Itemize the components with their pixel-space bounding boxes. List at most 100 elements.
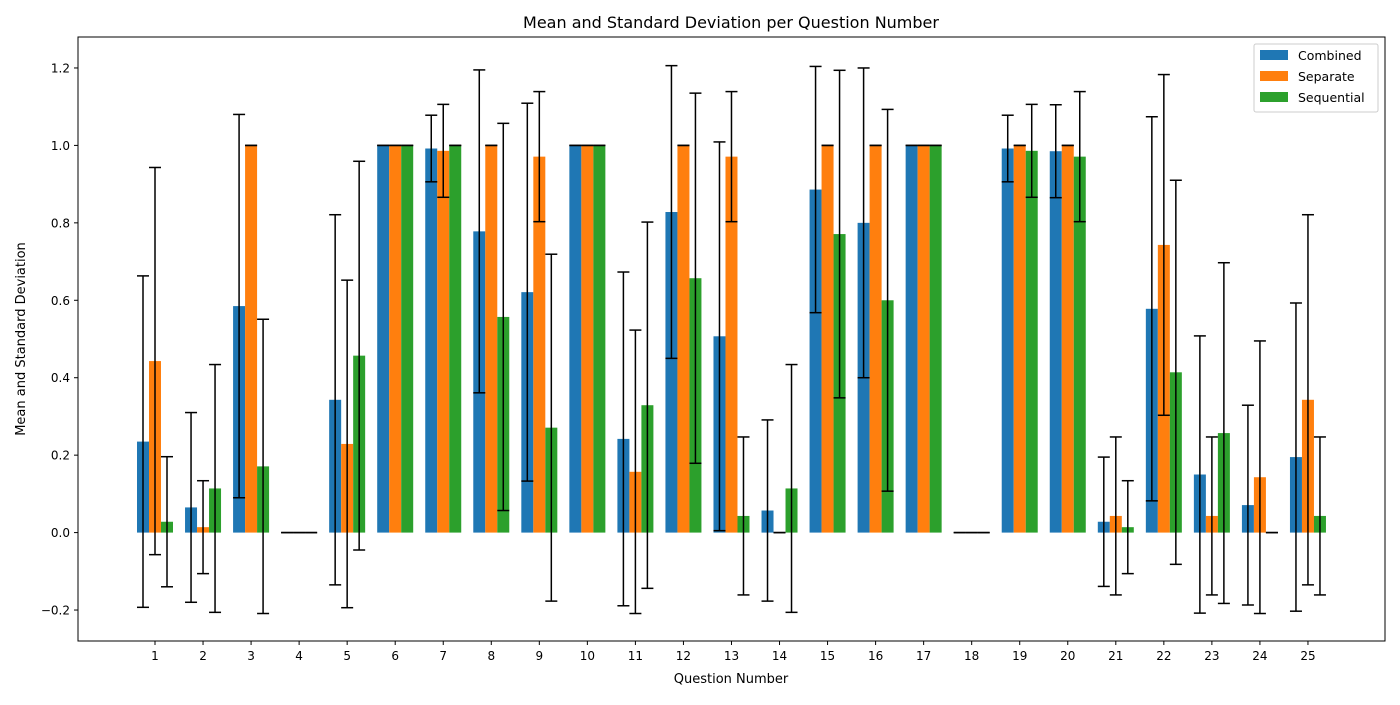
x-tick-label: 19 xyxy=(1012,649,1027,663)
y-tick-label: 0.0 xyxy=(51,526,70,540)
error-bar-sequential-q22 xyxy=(1169,179,1182,566)
y-tick-label: 0.8 xyxy=(51,216,70,230)
error-bar-combined-q8 xyxy=(473,69,486,394)
y-tick-label: 0.2 xyxy=(51,449,70,463)
x-axis-label: Question Number xyxy=(674,672,789,687)
error-bar-sequential-q20 xyxy=(1073,90,1086,223)
bar-combined-q7 xyxy=(425,148,438,533)
x-tick-label: 9 xyxy=(535,649,543,663)
error-bar-sequential-q21 xyxy=(1121,479,1134,575)
y-tick-label: 0.6 xyxy=(51,294,70,308)
x-tick-label: 24 xyxy=(1252,649,1267,663)
error-bar-combined-q22 xyxy=(1145,116,1158,502)
error-bar-combined-q2 xyxy=(185,411,198,604)
chart-title: Mean and Standard Deviation per Question… xyxy=(523,13,939,32)
plot-area: −0.20.00.20.40.60.81.01.21 2 3 4 5 6 7 8 9 10 11 12… xyxy=(41,36,1386,663)
error-bar-separate-q25 xyxy=(1301,213,1314,586)
bar-separate-q7 xyxy=(437,150,450,533)
error-bar-combined-q11 xyxy=(617,271,630,607)
bar-separate-q17 xyxy=(917,145,930,533)
x-tick-label: 10 xyxy=(580,649,595,663)
error-bar-sequential-q1 xyxy=(161,455,173,588)
bar-separate-q16 xyxy=(869,145,882,533)
error-bar-combined-q19 xyxy=(1001,114,1014,183)
error-bar-sequential-q12 xyxy=(689,92,702,465)
bar-combined-q20 xyxy=(1049,151,1062,533)
error-bar-combined-q7 xyxy=(425,114,438,183)
error-bar-combined-q5 xyxy=(329,213,342,586)
error-bar-combined-q13 xyxy=(713,141,726,532)
error-bar-combined-q3 xyxy=(233,113,246,499)
error-bar-combined-q1 xyxy=(137,275,149,609)
bar-combined-q17 xyxy=(905,145,918,533)
x-tick-label: 13 xyxy=(724,649,739,663)
x-tick-label: 8 xyxy=(487,649,495,663)
y-tick-label: 1.0 xyxy=(51,139,70,153)
x-tick-label: 23 xyxy=(1204,649,1219,663)
bar-separate-q20 xyxy=(1061,145,1074,533)
x-tick-label: 21 xyxy=(1108,649,1123,663)
legend-item-separate: Separate xyxy=(1260,69,1355,84)
x-tick-label: 12 xyxy=(676,649,691,663)
error-bar-sequential-q9 xyxy=(545,253,558,602)
x-tick-label: 11 xyxy=(628,649,643,663)
x-tick-label: 16 xyxy=(868,649,883,663)
x-tick-label: 2 xyxy=(199,649,207,663)
x-tick-label: 20 xyxy=(1060,649,1075,663)
x-tick-label: 7 xyxy=(439,649,447,663)
bar-separate-q10 xyxy=(581,145,594,533)
error-bar-separate-q9 xyxy=(533,90,546,223)
bar-combined-q15 xyxy=(809,189,822,533)
x-tick-label: 18 xyxy=(964,649,979,663)
bar-separate-q3 xyxy=(245,145,258,533)
legend-label: Sequential xyxy=(1298,90,1365,105)
error-bar-combined-q25 xyxy=(1289,302,1302,612)
bar-sequential-q17 xyxy=(929,145,942,533)
legend-swatch xyxy=(1260,50,1288,60)
error-bar-sequential-q8 xyxy=(497,122,510,512)
error-bar-sequential-q11 xyxy=(641,221,654,590)
error-bar-separate-q7 xyxy=(437,103,450,199)
bar-sequential-q19 xyxy=(1025,150,1038,533)
bar-separate-q13 xyxy=(725,156,738,533)
error-bar-sequential-q5 xyxy=(353,160,366,551)
error-bar-separate-q11 xyxy=(629,329,642,615)
error-bar-separate-q5 xyxy=(341,279,354,609)
bar-sequential-q10 xyxy=(593,145,606,533)
y-tick-label: 0.4 xyxy=(51,371,70,385)
bar-combined-q19 xyxy=(1001,148,1014,533)
error-bar-combined-q24 xyxy=(1241,404,1254,606)
error-bar-sequential-q15 xyxy=(833,69,846,399)
x-tick-label: 17 xyxy=(916,649,931,663)
x-tick-label: 4 xyxy=(295,649,303,663)
bar-separate-q6 xyxy=(389,145,402,533)
y-tick-label: 1.2 xyxy=(51,61,70,75)
error-bar-separate-q21 xyxy=(1109,436,1122,596)
error-bar-sequential-q3 xyxy=(257,318,270,615)
error-bar-combined-q20 xyxy=(1049,104,1062,199)
error-bar-combined-q14 xyxy=(761,419,774,602)
bar-separate-q19 xyxy=(1013,145,1026,533)
error-bar-sequential-q14 xyxy=(785,363,798,614)
error-bar-sequential-q13 xyxy=(737,436,750,596)
error-bar-separate-q22 xyxy=(1157,73,1170,417)
bar-sequential-q7 xyxy=(449,145,462,533)
error-bar-separate-q23 xyxy=(1205,436,1218,596)
bar-separate-q9 xyxy=(533,156,546,533)
x-tick-label: 15 xyxy=(820,649,835,663)
bar-sequential-q20 xyxy=(1073,156,1086,533)
error-bar-combined-q15 xyxy=(809,65,822,314)
legend-label: Separate xyxy=(1298,69,1355,84)
legend-item-sequential: Sequential xyxy=(1260,90,1365,105)
bar-combined-q12 xyxy=(665,212,678,533)
legend-label: Combined xyxy=(1298,48,1362,63)
y-axis-label: Mean and Standard Deviation xyxy=(14,242,29,436)
error-bar-separate-q2 xyxy=(197,479,210,575)
error-bar-sequential-q2 xyxy=(209,363,222,614)
error-bar-sequential-q25 xyxy=(1313,436,1326,596)
error-bar-combined-q16 xyxy=(857,67,870,379)
x-tick-label: 5 xyxy=(343,649,351,663)
x-tick-label: 3 xyxy=(247,649,255,663)
